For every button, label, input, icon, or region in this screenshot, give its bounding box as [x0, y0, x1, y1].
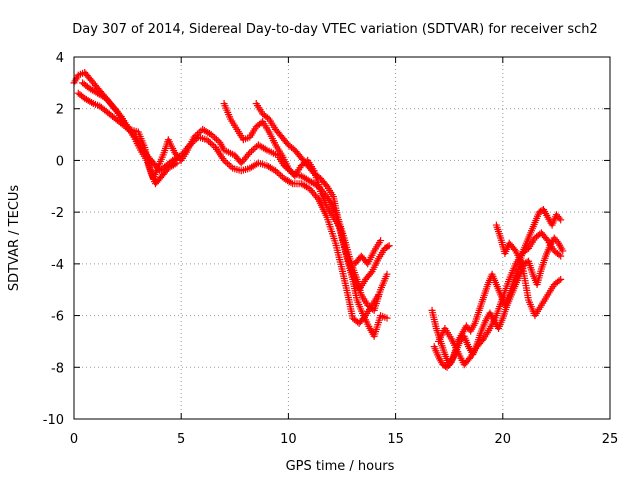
data-point	[275, 170, 283, 178]
data-point	[555, 214, 563, 222]
x-tick-label: 25	[602, 432, 619, 447]
data-point	[478, 336, 486, 344]
data-point	[207, 131, 215, 139]
data-point	[186, 141, 194, 149]
data-point	[203, 136, 211, 144]
data-point	[248, 147, 256, 155]
x-tick-label: 10	[280, 432, 297, 447]
data-point	[510, 245, 518, 253]
data-point	[209, 132, 217, 140]
data-point	[184, 143, 192, 151]
data-point	[171, 160, 179, 168]
series-sch2	[70, 69, 567, 371]
data-point	[227, 163, 235, 171]
data-point	[244, 150, 252, 158]
data-point	[553, 237, 561, 245]
data-point	[313, 193, 321, 201]
data-point	[189, 138, 197, 146]
data-point	[277, 171, 285, 179]
data-point	[555, 251, 563, 259]
data-point	[210, 142, 218, 150]
data-point	[187, 139, 195, 147]
data-point	[249, 146, 257, 154]
y-tick-labels: -10 -8 -6 -4 -2 0 2 4	[43, 51, 64, 428]
data-point	[383, 270, 391, 278]
data-point	[559, 247, 567, 255]
data-point	[557, 252, 565, 260]
data-point	[367, 269, 375, 277]
data-point	[383, 314, 391, 322]
data-point	[385, 242, 393, 250]
data-point	[191, 136, 199, 144]
y-axis-label: SDTVAR / TECUs	[7, 185, 22, 292]
data-point	[246, 149, 254, 157]
data-point	[261, 145, 269, 153]
y-tick-label: -2	[51, 206, 64, 221]
data-point	[205, 137, 213, 145]
data-point	[208, 140, 216, 148]
data-point	[465, 354, 473, 362]
data-point	[222, 158, 230, 166]
y-tick-label: -6	[51, 310, 64, 325]
data-point	[173, 159, 181, 167]
x-tick-label: 20	[495, 432, 512, 447]
x-axis-label: GPS time / hours	[286, 459, 395, 474]
data-point	[377, 237, 385, 245]
y-tick-label: 4	[56, 51, 64, 66]
data-point	[273, 168, 281, 176]
data-point	[543, 235, 551, 243]
y-tick-label: -4	[51, 258, 64, 273]
y-tick-label: -8	[51, 361, 64, 376]
data-point	[195, 129, 203, 137]
data-point	[224, 160, 232, 168]
data-point	[272, 167, 280, 175]
data-point	[555, 277, 563, 285]
data-point	[251, 144, 259, 152]
x-tick-labels: 0 5 10 15 20 25	[70, 432, 618, 447]
data-point	[557, 275, 565, 283]
data-point	[206, 139, 214, 147]
data-point	[384, 243, 392, 251]
x-tick-label: 0	[70, 432, 78, 447]
data-point	[360, 313, 368, 321]
y-tick-label: 2	[56, 103, 64, 118]
data-point	[193, 130, 201, 138]
x-tick-label: 5	[177, 432, 185, 447]
y-tick-label: -10	[43, 413, 64, 428]
data-point	[322, 181, 330, 189]
data-point	[446, 360, 454, 368]
data-point	[88, 99, 96, 107]
data-point	[220, 156, 228, 164]
y-tick-label: 0	[56, 154, 64, 169]
data-point	[225, 161, 233, 169]
axis-ticks	[73, 56, 611, 420]
data-points	[70, 69, 567, 371]
data-point	[287, 179, 295, 187]
data-point	[212, 135, 220, 143]
plot-frame	[73, 56, 611, 420]
data-point	[193, 135, 201, 143]
data-point	[557, 216, 565, 224]
data-point	[116, 111, 124, 119]
chart-title: Day 307 of 2014, Sidereal Day-to-day VTE…	[72, 22, 598, 37]
data-point	[211, 134, 219, 142]
x-tick-label: 15	[387, 432, 404, 447]
